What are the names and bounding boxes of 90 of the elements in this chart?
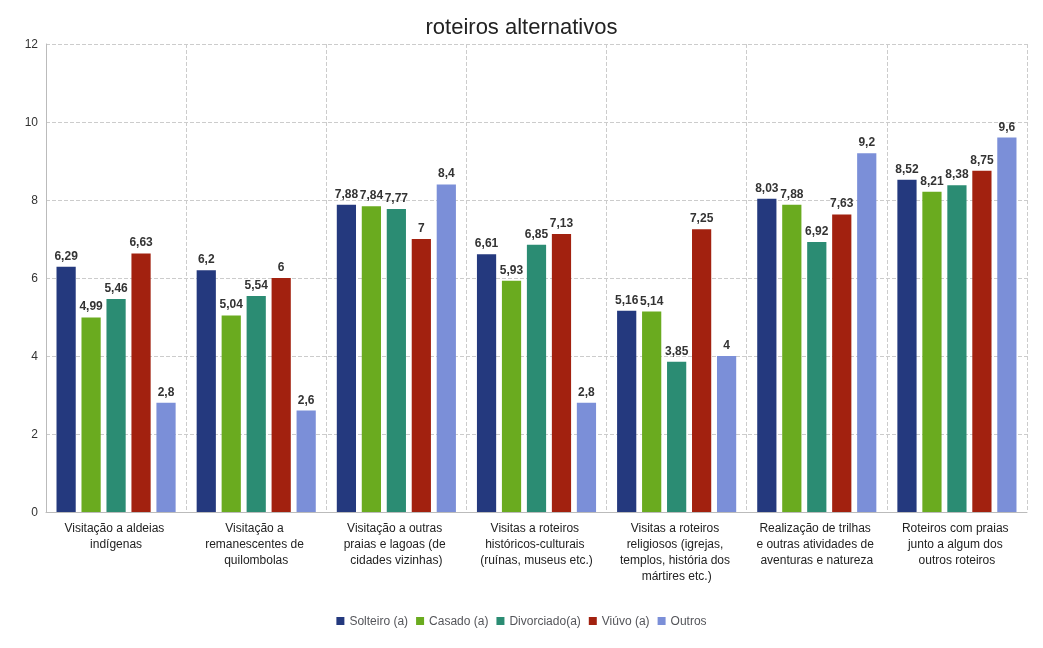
data-label: 9,2 [858, 135, 876, 150]
data-label: 4 [723, 338, 731, 352]
bar [692, 229, 712, 512]
data-label: 7 [417, 221, 425, 235]
data-label: 6,29 [54, 248, 79, 263]
bar [361, 206, 381, 512]
data-label: 8,52 [895, 161, 919, 176]
bar [716, 356, 737, 512]
bar [642, 311, 662, 512]
data-label: 6,85 [524, 226, 549, 241]
data-label: 7,25 [689, 211, 714, 226]
bar [997, 137, 1017, 512]
data-label: 6,61 [474, 236, 499, 251]
legend-label: Divorciado(a) [509, 614, 581, 628]
data-label: 7,88 [334, 186, 359, 201]
x-tick-label: Visitação a remanescentes de quilombolas [205, 521, 308, 567]
bar [336, 204, 357, 512]
bar [807, 242, 827, 512]
bar [156, 402, 176, 512]
bar [972, 170, 992, 512]
data-label: 6,2 [197, 252, 215, 267]
y-tick-label: 2 [31, 427, 39, 441]
data-label: 7,84 [359, 188, 384, 203]
data-label: 2,6 [297, 392, 315, 407]
bar [436, 184, 456, 512]
data-label: 6,92 [805, 224, 829, 239]
bar [196, 270, 216, 512]
y-tick-label: 4 [31, 349, 39, 363]
y-tick-label: 0 [31, 505, 39, 519]
bar [501, 280, 522, 512]
data-label: 5,46 [104, 281, 129, 296]
data-label: 8,03 [755, 180, 779, 195]
bar [411, 239, 431, 512]
bar [221, 315, 241, 512]
x-tick-label: Visitação a outras praias e lagoas (de cidades vizinhas) [343, 521, 450, 567]
bar [617, 310, 637, 512]
bar [296, 410, 316, 512]
data-label: 2,8 [157, 384, 175, 399]
bar [832, 214, 852, 512]
bar [857, 153, 877, 512]
data-label: 5,54 [244, 277, 269, 292]
data-label: 7,88 [780, 186, 804, 201]
bar [667, 361, 687, 512]
bar [757, 198, 777, 512]
bar [56, 266, 76, 512]
y-tick-label: 10 [24, 115, 39, 129]
bar [947, 185, 967, 512]
data-label: 5,16 [615, 292, 639, 307]
data-label: 7,77 [384, 190, 409, 205]
data-label: 5,04 [219, 297, 244, 312]
legend-label: Viúvo (a) [601, 614, 650, 628]
bar [476, 254, 497, 512]
bar [271, 278, 291, 512]
bar [551, 233, 572, 512]
bar [106, 299, 126, 512]
data-label: 5,14 [639, 293, 664, 308]
bar [81, 317, 101, 512]
x-tick-label: Realização de trilhas e outras atividades de aventuras e natureza [756, 521, 878, 567]
data-label: 8,21 [920, 173, 944, 188]
data-label: 7,13 [549, 215, 574, 230]
data-label: 8,38 [945, 167, 969, 182]
y-tick-label: 12 [24, 37, 39, 51]
data-label: 6,63 [129, 235, 154, 250]
bar [576, 402, 597, 512]
data-label: 4,99 [79, 299, 104, 314]
x-tick-label: Visitas a roteiros históricos-culturais (ruínas, museus etc.) [480, 521, 593, 567]
y-tick-label: 8 [31, 193, 39, 207]
y-tick-label: 6 [31, 271, 39, 285]
bar [782, 204, 802, 512]
data-label: 7,63 [830, 196, 854, 211]
data-label: 2,8 [578, 384, 596, 399]
data-label: 3,85 [664, 343, 689, 358]
bar [526, 244, 547, 512]
x-tick-label: Visitas a roteiros religiosos (igrejas, templos, história dos mártires etc.) [619, 521, 734, 583]
bar [246, 295, 266, 512]
data-label: 6 [277, 260, 285, 274]
data-label: 5,93 [499, 262, 524, 277]
x-tick-label: Roteiros com praias junto a algum dos outros roteiros [901, 521, 1012, 567]
data-label: 9,6 [998, 119, 1016, 134]
x-tick-label: Visitação a aldeias indígenas [64, 521, 168, 551]
bar [386, 208, 406, 512]
bar [897, 179, 917, 512]
legend-label: Solteiro (a) [349, 614, 409, 628]
data-label: 8,4 [437, 166, 455, 181]
bar [131, 253, 151, 512]
legend-label: Casado (a) [429, 614, 489, 628]
bar [922, 191, 942, 512]
data-label: 8,75 [970, 152, 994, 167]
chart-title: roteiros alternativos [425, 13, 618, 39]
legend-label: Outros [670, 614, 707, 628]
